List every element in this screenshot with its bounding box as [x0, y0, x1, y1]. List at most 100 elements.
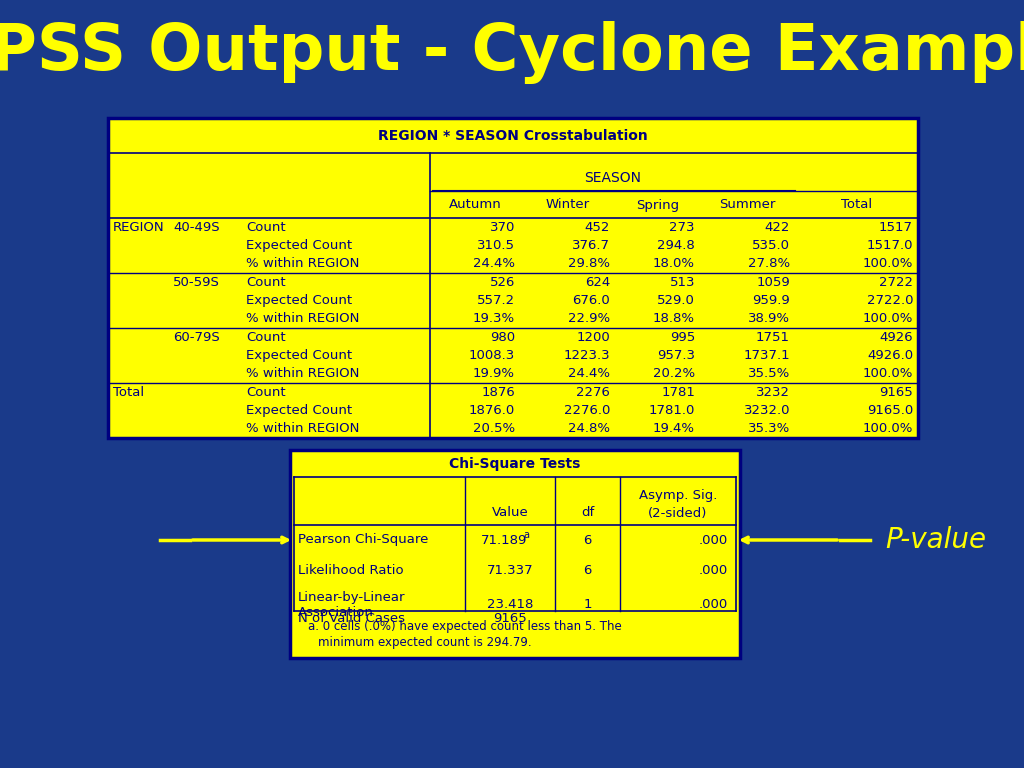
Text: 1737.1: 1737.1 — [743, 349, 790, 362]
Bar — [290, 450, 740, 658]
Text: minimum expected count is 294.79.: minimum expected count is 294.79. — [318, 636, 531, 649]
Text: 23.418: 23.418 — [486, 598, 534, 611]
Text: a. 0 cells (.0%) have expected count less than 5. The: a. 0 cells (.0%) have expected count les… — [308, 620, 622, 633]
Text: 6: 6 — [584, 534, 592, 547]
Text: 1517: 1517 — [879, 220, 913, 233]
Text: 294.8: 294.8 — [657, 239, 695, 252]
Text: N of Valid Cases: N of Valid Cases — [298, 611, 406, 624]
Text: Count: Count — [246, 331, 286, 343]
Text: .000: .000 — [698, 564, 728, 577]
Text: 20.5%: 20.5% — [473, 422, 515, 435]
Text: 9165.0: 9165.0 — [866, 404, 913, 417]
Text: % within REGION: % within REGION — [246, 422, 359, 435]
Text: 50-59S: 50-59S — [173, 276, 220, 289]
Text: Expected Count: Expected Count — [246, 349, 352, 362]
Text: Summer: Summer — [719, 198, 776, 211]
Text: 1223.3: 1223.3 — [563, 349, 610, 362]
Text: a: a — [523, 530, 529, 540]
Text: 1008.3: 1008.3 — [469, 349, 515, 362]
Text: 60-79S: 60-79S — [173, 331, 220, 343]
Text: Spring: Spring — [636, 198, 679, 211]
Text: 6: 6 — [584, 564, 592, 577]
Text: (2-sided): (2-sided) — [648, 507, 708, 519]
Text: Winter: Winter — [546, 198, 590, 211]
Text: 2722.0: 2722.0 — [866, 294, 913, 307]
Text: 19.9%: 19.9% — [473, 367, 515, 380]
Text: 9165: 9165 — [494, 611, 527, 624]
Text: Expected Count: Expected Count — [246, 294, 352, 307]
Text: 535.0: 535.0 — [752, 239, 790, 252]
Text: 4926: 4926 — [880, 331, 913, 343]
Text: Count: Count — [246, 386, 286, 399]
Text: Asymp. Sig.: Asymp. Sig. — [639, 488, 717, 502]
Text: 1876.0: 1876.0 — [469, 404, 515, 417]
Text: 19.4%: 19.4% — [653, 422, 695, 435]
Bar — [108, 118, 918, 438]
Text: 24.4%: 24.4% — [473, 257, 515, 270]
Text: % within REGION: % within REGION — [246, 313, 359, 326]
Text: Count: Count — [246, 220, 286, 233]
Text: 1781.0: 1781.0 — [648, 404, 695, 417]
Text: 71.189: 71.189 — [481, 534, 527, 547]
Text: 376.7: 376.7 — [572, 239, 610, 252]
Text: 2276: 2276 — [577, 386, 610, 399]
Text: 24.8%: 24.8% — [568, 422, 610, 435]
Text: P-value: P-value — [885, 526, 986, 554]
Text: 529.0: 529.0 — [657, 294, 695, 307]
Text: 40-49S: 40-49S — [173, 220, 219, 233]
Text: 2276.0: 2276.0 — [563, 404, 610, 417]
Text: 1059: 1059 — [757, 276, 790, 289]
Text: 1781: 1781 — [662, 386, 695, 399]
Text: df: df — [581, 507, 594, 519]
Text: 2722: 2722 — [879, 276, 913, 289]
Text: 995: 995 — [670, 331, 695, 343]
Text: 18.0%: 18.0% — [653, 257, 695, 270]
Text: Total: Total — [113, 386, 144, 399]
Text: 3232: 3232 — [756, 386, 790, 399]
Text: 1200: 1200 — [577, 331, 610, 343]
Text: Chi-Square Tests: Chi-Square Tests — [450, 457, 581, 471]
Text: 1517.0: 1517.0 — [866, 239, 913, 252]
Text: 959.9: 959.9 — [753, 294, 790, 307]
Text: 1876: 1876 — [481, 386, 515, 399]
Text: 624: 624 — [585, 276, 610, 289]
Text: Expected Count: Expected Count — [246, 404, 352, 417]
Text: SEASON: SEASON — [584, 171, 641, 185]
Text: % within REGION: % within REGION — [246, 367, 359, 380]
Text: 980: 980 — [489, 331, 515, 343]
Text: 513: 513 — [670, 276, 695, 289]
Text: 1: 1 — [584, 598, 592, 611]
Text: Pearson Chi-Square: Pearson Chi-Square — [298, 534, 428, 547]
Text: 3232.0: 3232.0 — [743, 404, 790, 417]
Text: 71.337: 71.337 — [486, 564, 534, 577]
Text: 35.3%: 35.3% — [748, 422, 790, 435]
Text: 19.3%: 19.3% — [473, 313, 515, 326]
Text: 38.9%: 38.9% — [748, 313, 790, 326]
Text: Likelihood Ratio: Likelihood Ratio — [298, 564, 403, 577]
Text: Association: Association — [298, 607, 374, 620]
Text: Count: Count — [246, 276, 286, 289]
Text: Total: Total — [841, 198, 872, 211]
Text: 422: 422 — [765, 220, 790, 233]
Text: 20.2%: 20.2% — [653, 367, 695, 380]
Text: Value: Value — [492, 507, 528, 519]
Text: 452: 452 — [585, 220, 610, 233]
Text: 18.8%: 18.8% — [653, 313, 695, 326]
Text: 24.4%: 24.4% — [568, 367, 610, 380]
Text: 100.0%: 100.0% — [862, 422, 913, 435]
Text: 9165: 9165 — [880, 386, 913, 399]
Text: 100.0%: 100.0% — [862, 313, 913, 326]
Text: Expected Count: Expected Count — [246, 239, 352, 252]
Text: 557.2: 557.2 — [477, 294, 515, 307]
Text: 273: 273 — [670, 220, 695, 233]
Text: 100.0%: 100.0% — [862, 257, 913, 270]
Text: .000: .000 — [698, 598, 728, 611]
Text: SPSS Output - Cyclone Example: SPSS Output - Cyclone Example — [0, 22, 1024, 84]
Text: 310.5: 310.5 — [477, 239, 515, 252]
Text: .000: .000 — [698, 534, 728, 547]
Text: Linear-by-Linear: Linear-by-Linear — [298, 591, 406, 604]
Text: REGION * SEASON Crosstabulation: REGION * SEASON Crosstabulation — [378, 129, 648, 143]
Text: 100.0%: 100.0% — [862, 367, 913, 380]
Text: Autumn: Autumn — [449, 198, 502, 211]
Text: 957.3: 957.3 — [657, 349, 695, 362]
